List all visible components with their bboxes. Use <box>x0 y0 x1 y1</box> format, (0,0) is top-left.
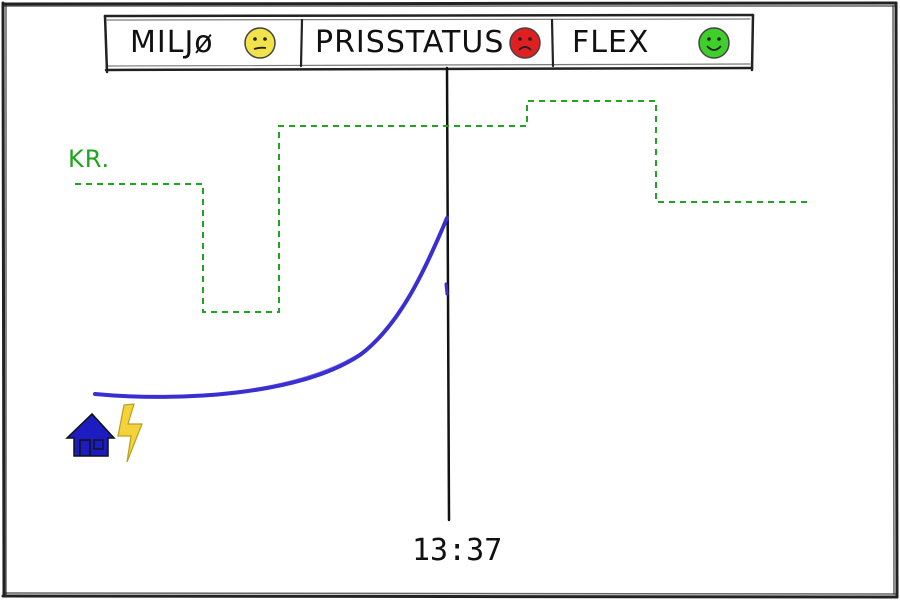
happy-face-icon <box>698 27 730 59</box>
sad-face-icon <box>509 27 541 59</box>
price-axis-label: KR. <box>68 145 111 173</box>
neutral-face-icon <box>244 27 276 59</box>
tab-label: MILJø <box>130 25 214 60</box>
consumption-curve <box>93 216 449 399</box>
tab-bar <box>103 13 755 74</box>
current-time-label: 13:37 <box>412 533 503 568</box>
house-icon <box>65 412 116 457</box>
tab-label: FLEX <box>572 25 650 60</box>
price-step-line <box>75 100 808 313</box>
lightning-bolt-icon <box>117 403 143 463</box>
tab-label: PRISSTATUS <box>315 25 505 60</box>
